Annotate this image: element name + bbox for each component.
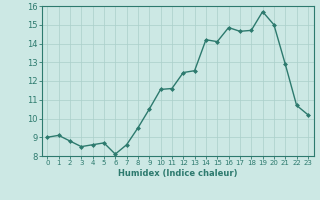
X-axis label: Humidex (Indice chaleur): Humidex (Indice chaleur) [118, 169, 237, 178]
